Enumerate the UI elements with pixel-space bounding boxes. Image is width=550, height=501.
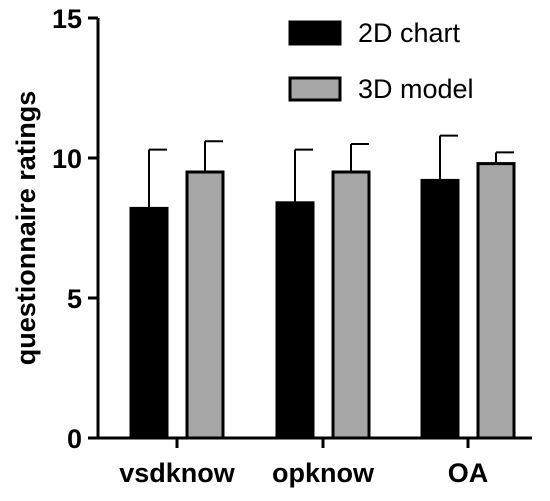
x-tick-label: opknow	[272, 458, 375, 488]
axes	[96, 18, 532, 440]
legend: 2D chart 3D model	[288, 18, 474, 104]
y-tick-label: 5	[67, 284, 82, 314]
legend-label: 2D chart	[358, 18, 461, 48]
y-tick-label: 0	[67, 424, 82, 454]
bar-series-2	[185, 170, 225, 440]
y-tick-label: 10	[52, 144, 82, 174]
legend-label: 3D model	[358, 74, 474, 104]
y-axis-label: questionnaire ratings	[11, 91, 41, 366]
bars	[129, 162, 516, 440]
legend-swatch	[288, 76, 342, 102]
bar-series-1	[420, 178, 460, 440]
bar-series-2	[331, 170, 371, 440]
bar-series-2	[476, 162, 516, 440]
x-tick-label: OA	[448, 458, 489, 488]
y-ticks: 0 5 10 15	[52, 4, 98, 454]
x-tick-label: vsdknow	[119, 458, 236, 488]
y-tick-label: 15	[52, 4, 82, 34]
x-ticks: vsdknow opknow OA	[119, 438, 488, 488]
error-bars	[148, 134, 514, 209]
bar-series-1	[275, 201, 315, 440]
bar-series-1	[129, 206, 169, 440]
legend-swatch	[288, 20, 342, 46]
